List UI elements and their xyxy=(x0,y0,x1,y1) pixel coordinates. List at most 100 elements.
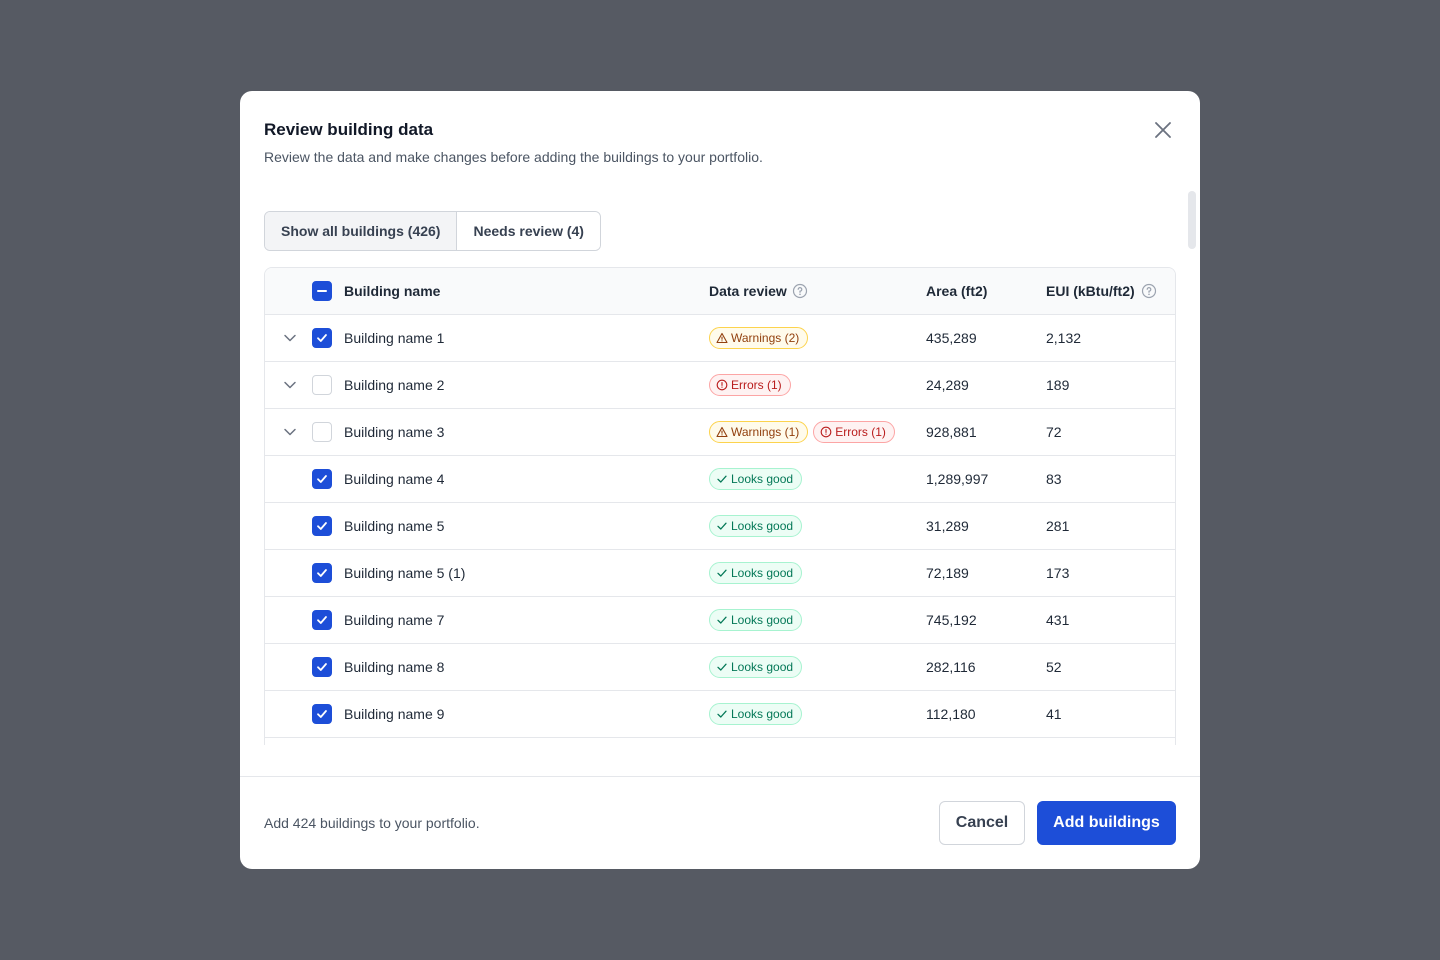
check-icon xyxy=(316,661,328,673)
badge-label: Looks good xyxy=(731,472,794,486)
building-name: Building name 8 xyxy=(344,659,445,675)
review-modal: Review building data Review the data and… xyxy=(240,91,1200,869)
modal-footer: Add 424 buildings to your portfolio. Can… xyxy=(240,776,1200,869)
badge-label: Looks good xyxy=(731,707,794,721)
table-header: Building name Data review Area (ft2) EUI… xyxy=(265,268,1175,315)
table-row[interactable]: Building name 5 Looks good 31,289 281 xyxy=(265,503,1175,550)
close-button[interactable] xyxy=(1150,117,1176,143)
check-icon xyxy=(316,708,328,720)
error-circle-icon xyxy=(716,379,728,391)
select-all-checkbox[interactable] xyxy=(312,281,332,301)
building-name: Building name 4 xyxy=(344,471,445,487)
table-row[interactable]: Building name 5 (1) Looks good 72,189 173 xyxy=(265,550,1175,597)
eui-value: 52 xyxy=(1046,659,1062,675)
check-icon xyxy=(316,520,328,532)
chevron-down-icon[interactable] xyxy=(283,378,297,392)
header-building-name[interactable]: Building name xyxy=(344,283,441,299)
check-icon xyxy=(716,614,728,626)
table-row[interactable]: Building name 3 Warnings (1) Errors (1) 928… xyxy=(265,409,1175,456)
table-row[interactable]: Building name 7 Looks good 745,192 431 xyxy=(265,597,1175,644)
eui-value: 431 xyxy=(1046,612,1070,628)
building-name: Building name 3 xyxy=(344,424,445,440)
area-value: 112,180 xyxy=(926,706,976,722)
status-badge-good: Looks good xyxy=(709,515,803,537)
badge-label: Errors (1) xyxy=(835,425,886,439)
badge-label: Looks good xyxy=(731,566,794,580)
eui-value: 41 xyxy=(1046,706,1062,722)
badge-label: Looks good xyxy=(731,660,794,674)
chevron-down-icon[interactable] xyxy=(283,425,297,439)
check-icon xyxy=(316,567,328,579)
table-row[interactable]: Building name 8 Looks good 282,116 52 xyxy=(265,644,1175,691)
eui-value: 2,132 xyxy=(1046,330,1082,346)
badge-label: Looks good xyxy=(731,519,794,533)
warning-triangle-icon xyxy=(716,332,728,344)
check-icon xyxy=(716,473,728,485)
building-name: Building name 9 xyxy=(344,706,445,722)
row-checkbox[interactable] xyxy=(312,610,332,630)
status-badge-good: Looks good xyxy=(709,703,803,725)
check-icon xyxy=(716,567,728,579)
header-data-review[interactable]: Data review xyxy=(709,283,787,299)
status-badge-good: Looks good xyxy=(709,609,803,631)
status-badge-good: Looks good xyxy=(709,468,803,490)
help-circle-icon[interactable] xyxy=(1141,283,1157,299)
status-badge-errors[interactable]: Errors (1) xyxy=(709,374,791,396)
status-badge-warnings[interactable]: Warnings (1) xyxy=(709,421,809,443)
table-body: Building name 1 Warnings (2) 435,289 2,132 B… xyxy=(265,315,1175,738)
tab-group: Show all buildings (426) Needs review (4… xyxy=(264,211,601,251)
building-name: Building name 5 (1) xyxy=(344,565,466,581)
table-row[interactable]: Building name 9 Looks good 112,180 41 xyxy=(265,691,1175,738)
chevron-down-icon[interactable] xyxy=(283,331,297,345)
header-eui[interactable]: EUI (kBtu/ft2) xyxy=(1046,283,1135,299)
row-checkbox[interactable] xyxy=(312,375,332,395)
modal-subtitle: Review the data and make changes before … xyxy=(264,149,763,165)
scrollbar-thumb[interactable] xyxy=(1188,191,1196,249)
badge-label: Warnings (2) xyxy=(731,331,800,345)
check-icon xyxy=(716,708,728,720)
status-badge-errors[interactable]: Errors (1) xyxy=(813,421,895,443)
warning-triangle-icon xyxy=(716,426,728,438)
check-icon xyxy=(316,473,328,485)
row-checkbox[interactable] xyxy=(312,516,332,536)
cancel-button[interactable]: Cancel xyxy=(939,801,1025,845)
row-checkbox[interactable] xyxy=(312,328,332,348)
row-checkbox[interactable] xyxy=(312,704,332,724)
building-name: Building name 1 xyxy=(344,330,445,346)
status-badge-good: Looks good xyxy=(709,656,803,678)
help-circle-icon[interactable] xyxy=(792,283,808,299)
row-checkbox[interactable] xyxy=(312,563,332,583)
eui-value: 83 xyxy=(1046,471,1062,487)
table-row[interactable]: Building name 2 Errors (1) 24,289 189 xyxy=(265,362,1175,409)
header-area[interactable]: Area (ft2) xyxy=(926,283,988,299)
area-value: 745,192 xyxy=(926,612,977,628)
status-badge-warnings[interactable]: Warnings (2) xyxy=(709,327,809,349)
modal-title: Review building data xyxy=(264,120,434,139)
check-icon xyxy=(316,614,328,626)
check-icon xyxy=(316,332,328,344)
scrollbar[interactable] xyxy=(1188,191,1196,249)
row-checkbox[interactable] xyxy=(312,657,332,677)
table-row[interactable]: Building name 1 Warnings (2) 435,289 2,132 xyxy=(265,315,1175,362)
area-value: 282,116 xyxy=(926,659,976,675)
add-buildings-button[interactable]: Add buildings xyxy=(1037,801,1176,845)
check-icon xyxy=(716,520,728,532)
row-checkbox[interactable] xyxy=(312,422,332,442)
area-value: 928,881 xyxy=(926,424,977,440)
building-name: Building name 2 xyxy=(344,377,445,393)
buildings-table: Building name Data review Area (ft2) EUI… xyxy=(264,267,1176,745)
eui-value: 189 xyxy=(1046,377,1070,393)
status-badge-good: Looks good xyxy=(709,562,803,584)
badge-label: Looks good xyxy=(731,613,794,627)
area-value: 1,289,997 xyxy=(926,471,989,487)
eui-value: 173 xyxy=(1046,565,1070,581)
tab-needs-review[interactable]: Needs review (4) xyxy=(457,212,600,250)
tab-show-all[interactable]: Show all buildings (426) xyxy=(265,212,458,250)
row-checkbox[interactable] xyxy=(312,469,332,489)
area-value: 24,289 xyxy=(926,377,969,393)
area-value: 435,289 xyxy=(926,330,977,346)
eui-value: 72 xyxy=(1046,424,1062,440)
check-icon xyxy=(716,661,728,673)
table-row[interactable]: Building name 4 Looks good 1,289,997 83 xyxy=(265,456,1175,503)
building-name: Building name 5 xyxy=(344,518,445,534)
